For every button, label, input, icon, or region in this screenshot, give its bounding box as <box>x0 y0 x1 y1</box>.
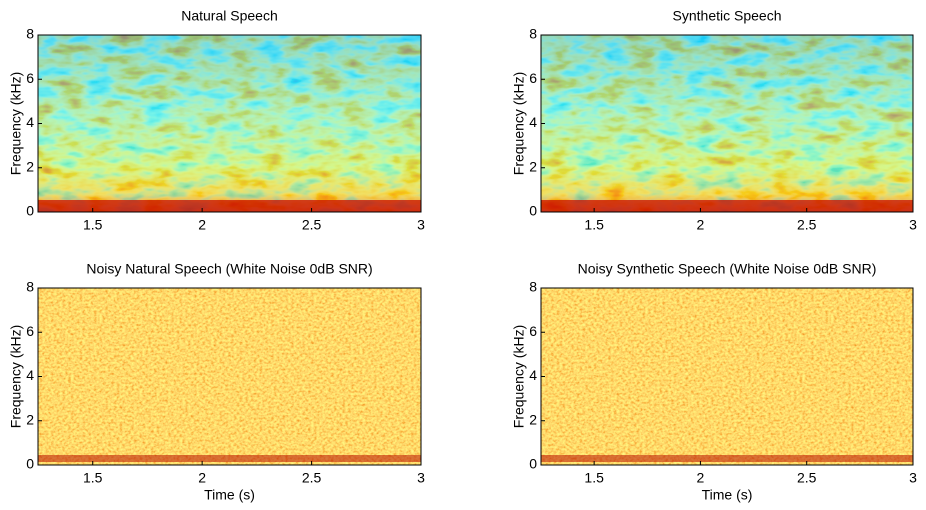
y-tick-label: 4 <box>529 367 537 383</box>
spectrogram-low-band <box>38 455 421 462</box>
x-tick-label: 1.5 <box>584 470 604 486</box>
y-tick-label: 8 <box>26 279 34 295</box>
y-axis-label: Frequency (kHz) <box>511 72 527 175</box>
y-tick-label: 2 <box>529 411 537 427</box>
y-tick-label: 8 <box>529 26 537 42</box>
y-tick-label: 6 <box>26 70 34 86</box>
x-tick-label: 3 <box>417 470 425 486</box>
chart-title: Natural Speech <box>181 8 278 24</box>
x-tick-label: 3 <box>417 217 425 233</box>
spectrogram-image <box>38 288 421 465</box>
y-tick-label: 8 <box>529 279 537 295</box>
x-tick-label: 3 <box>909 217 917 233</box>
x-tick-label: 2.5 <box>302 470 322 486</box>
y-tick-label: 4 <box>26 114 34 130</box>
x-axis-label: Time (s) <box>204 487 255 503</box>
x-tick-label: 1.5 <box>83 217 103 233</box>
spectrogram-texture <box>38 288 421 465</box>
spectrogram-low-band <box>541 200 913 212</box>
spectrogram-texture <box>38 35 421 212</box>
x-tick-label: 3 <box>909 470 917 486</box>
y-tick-label: 2 <box>26 158 34 174</box>
chart-title: Synthetic Speech <box>673 8 782 24</box>
chart-title: Noisy Synthetic Speech (White Noise 0dB … <box>578 261 877 277</box>
spectrogram-texture <box>541 288 913 465</box>
y-tick-label: 0 <box>529 456 537 472</box>
x-tick-label: 2 <box>198 217 206 233</box>
y-tick-label: 0 <box>529 203 537 219</box>
x-tick-label: 2.5 <box>797 470 817 486</box>
y-tick-label: 6 <box>26 323 34 339</box>
spectrogram-image <box>38 35 421 212</box>
x-tick-label: 2 <box>697 470 705 486</box>
chart-title: Noisy Natural Speech (White Noise 0dB SN… <box>86 261 372 277</box>
y-axis-label: Frequency (kHz) <box>8 325 24 428</box>
x-tick-label: 1.5 <box>83 470 103 486</box>
spectrogram-low-band <box>541 455 913 462</box>
y-tick-label: 6 <box>529 70 537 86</box>
spectrogram-image <box>541 35 913 212</box>
y-tick-label: 2 <box>26 411 34 427</box>
y-axis-label: Frequency (kHz) <box>511 325 527 428</box>
y-tick-label: 0 <box>26 456 34 472</box>
y-tick-label: 0 <box>26 203 34 219</box>
x-tick-label: 2.5 <box>797 217 817 233</box>
x-axis-label: Time (s) <box>702 487 753 503</box>
y-tick-label: 4 <box>529 114 537 130</box>
y-tick-label: 2 <box>529 158 537 174</box>
y-tick-label: 4 <box>26 367 34 383</box>
x-tick-label: 2.5 <box>302 217 322 233</box>
x-tick-label: 2 <box>697 217 705 233</box>
spectrogram-texture <box>541 35 913 212</box>
y-axis-label: Frequency (kHz) <box>8 72 24 175</box>
y-tick-label: 6 <box>529 323 537 339</box>
spectrogram-low-band <box>38 200 421 212</box>
x-tick-label: 2 <box>198 470 206 486</box>
y-tick-label: 8 <box>26 26 34 42</box>
spectrogram-image <box>541 288 913 465</box>
x-tick-label: 1.5 <box>584 217 604 233</box>
